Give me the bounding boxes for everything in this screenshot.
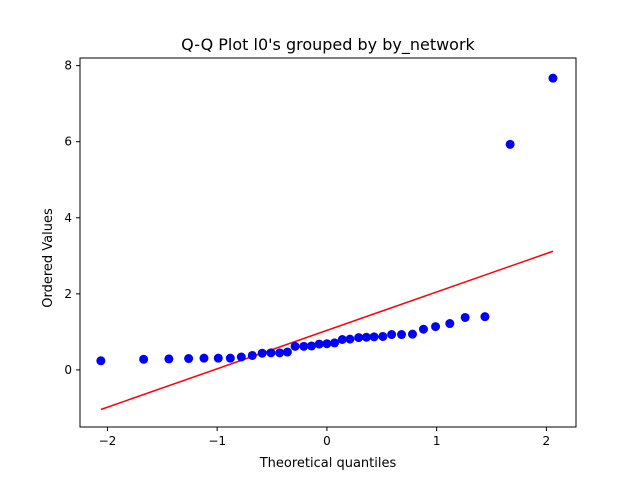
x-tick-label: 0 [323, 434, 331, 448]
data-point [445, 319, 455, 329]
chart-title: Q-Q Plot l0's grouped by by_network [181, 35, 475, 55]
x-tick-label: −1 [208, 434, 226, 448]
data-point [407, 329, 417, 339]
data-point [345, 334, 355, 344]
data-point [96, 356, 106, 366]
data-point [431, 322, 441, 332]
y-axis-label: Ordered Values [41, 208, 56, 308]
data-point [257, 348, 267, 358]
data-point [480, 312, 490, 322]
x-tick-label: 2 [543, 434, 551, 448]
y-tick-label: 0 [64, 363, 72, 377]
data-point [505, 139, 515, 149]
y-tick-label: 6 [64, 135, 72, 149]
data-point [337, 335, 347, 345]
data-point [460, 312, 470, 322]
data-point [330, 338, 340, 348]
data-point [275, 348, 285, 358]
data-point [225, 353, 235, 363]
axes-frame [79, 57, 577, 428]
data-point [236, 352, 246, 362]
x-tick-label: −2 [99, 434, 117, 448]
data-point [548, 73, 558, 83]
data-point [378, 331, 388, 341]
data-point [213, 353, 223, 363]
fit-line [100, 250, 554, 411]
y-axis-ticks: 0 2 4 6 8 [64, 59, 80, 377]
data-point [354, 333, 364, 343]
data-layer [96, 73, 558, 411]
plot-area: −2 −1 0 1 2 0 2 4 6 8 [64, 57, 577, 448]
data-point [266, 348, 276, 358]
y-tick-label: 2 [64, 287, 72, 301]
y-tick-label: 8 [64, 59, 72, 73]
data-point [282, 347, 292, 357]
x-axis-ticks: −2 −1 0 1 2 [99, 427, 551, 448]
data-point [299, 341, 309, 351]
data-point [290, 341, 300, 351]
data-point [314, 339, 324, 349]
data-point [184, 354, 194, 364]
data-point [418, 324, 428, 334]
data-point [322, 339, 332, 349]
data-point [397, 330, 407, 340]
y-tick-label: 4 [64, 211, 72, 225]
data-point [199, 353, 209, 363]
data-point [369, 332, 379, 342]
data-point [387, 330, 397, 340]
x-axis-label: Theoretical quantiles [259, 456, 397, 471]
data-point [361, 332, 371, 342]
data-point [247, 350, 257, 360]
data-point [164, 354, 174, 364]
x-tick-label: 1 [433, 434, 441, 448]
data-point [307, 341, 317, 351]
data-point [139, 354, 149, 364]
